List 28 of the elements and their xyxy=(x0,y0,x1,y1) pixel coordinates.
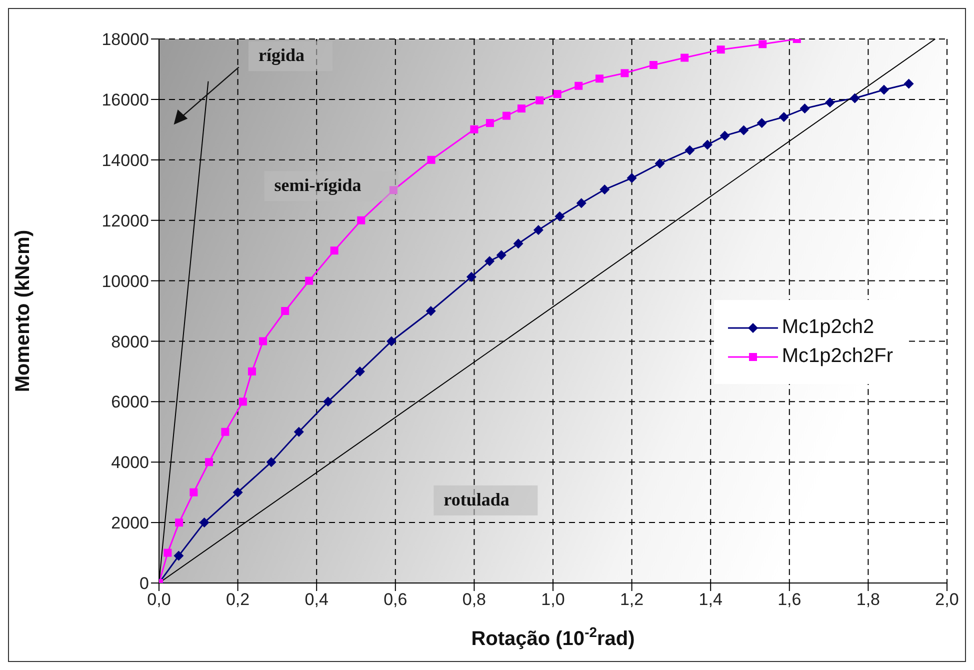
y-tick-label: 14000 xyxy=(102,150,149,170)
annotation: rígida xyxy=(258,45,305,66)
x-axis-title: Rotação (10$^{-2}$rad) xyxy=(471,624,635,650)
x-tick-label: 1,0 xyxy=(541,590,565,610)
annotation: rotulada xyxy=(444,489,510,510)
y-tick-label: 2000 xyxy=(111,514,149,533)
legend-label: Mc1p2ch2Fr xyxy=(782,345,893,368)
x-tick-label: 0,6 xyxy=(384,590,408,610)
x-tick-label: 2,0 xyxy=(935,590,959,610)
legend-label: Mc1p2ch2 xyxy=(782,316,874,340)
y-tick-label: 18000 xyxy=(102,30,149,50)
x-tick-label: 1,8 xyxy=(856,590,880,610)
y-tick-label: 8000 xyxy=(111,332,149,352)
x-tick-label: 0,2 xyxy=(226,590,250,610)
x-tick-label: 0,0 xyxy=(147,590,171,610)
x-tick-label: 0,8 xyxy=(462,590,486,610)
y-axis-title: Momento (kNcm) xyxy=(12,230,34,392)
y-tick-label: 10000 xyxy=(102,272,149,291)
annotation: semi-rígida xyxy=(274,175,362,196)
x-tick-label: 1,4 xyxy=(698,590,722,610)
y-tick-label: 6000 xyxy=(111,392,149,412)
x-tick-label: 1,6 xyxy=(778,590,802,610)
y-tick-label: 12000 xyxy=(102,211,149,230)
y-tick-label: 16000 xyxy=(102,90,149,110)
y-tick-label: 0 xyxy=(140,574,149,594)
x-tick-label: 0,4 xyxy=(304,590,328,610)
x-tick-label: 1,2 xyxy=(620,590,644,610)
y-tick-label: 4000 xyxy=(111,453,149,472)
